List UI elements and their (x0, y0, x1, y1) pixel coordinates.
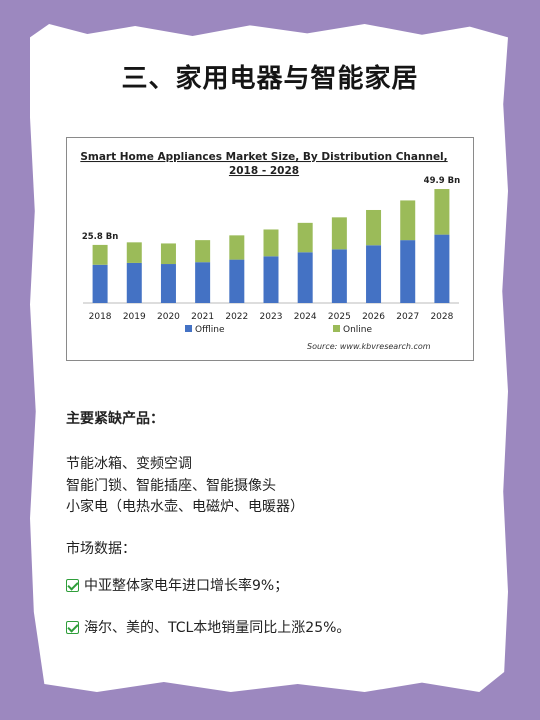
x-tick-label: 2018 (89, 312, 112, 322)
legend-label: Online (343, 325, 372, 335)
chart-legend: Offline Online (185, 325, 372, 335)
x-tick-label: 2022 (225, 312, 248, 322)
chart-canvas: Smart Home Appliances Market Size, By Di… (80, 151, 460, 351)
market-item: 中亚整体家电年进口增长率9%； (66, 575, 288, 595)
bar-online-2021 (195, 240, 211, 263)
market-heading: 市场数据： (66, 541, 136, 557)
bar-offline-2024 (297, 252, 313, 303)
chart-subtitle: 2018 - 2028 (229, 165, 299, 177)
data-labels: 25.8 Bn 49.9 Bn (82, 176, 460, 242)
product-line: 智能门锁、智能插座、智能摄像头 (66, 478, 276, 494)
legend-swatch-offline (185, 325, 192, 332)
bar-online-2019 (126, 242, 142, 263)
checkbox-checked-icon (66, 579, 79, 592)
bar-offline-2018 (92, 264, 108, 303)
bar-online-2028 (434, 189, 450, 235)
legend-swatch-online (333, 325, 340, 332)
bar-online-2022 (229, 235, 245, 260)
x-tick-labels: 2018 2019 2020 2021 2022 2023 2024 2025 2026 2027… (89, 312, 454, 322)
market-item-text: 海尔、美的、TCL本地销量同比上涨25%。 (84, 620, 351, 636)
checkbox-checked-icon (66, 621, 79, 634)
chart-title: Smart Home Appliances Market Size, By Di… (80, 151, 447, 163)
market-size-chart: Smart Home Appliances Market Size, By Di… (66, 137, 474, 361)
x-tick-label: 2020 (157, 312, 180, 322)
bar-online-2026 (366, 209, 382, 246)
bar-offline-2025 (331, 249, 347, 303)
data-label: 49.9 Bn (424, 176, 460, 186)
market-item-text: 中亚整体家电年进口增长率9%； (84, 578, 289, 594)
product-line: 节能冰箱、变频空调 (66, 456, 192, 472)
bar-offline-2023 (263, 256, 279, 303)
bar-offline-2021 (195, 262, 211, 303)
bar-online-2024 (297, 222, 313, 253)
x-tick-label: 2027 (396, 312, 419, 322)
x-tick-label: 2028 (430, 312, 453, 322)
data-label: 25.8 Bn (82, 232, 118, 242)
bar-online-2023 (263, 229, 279, 257)
bar-online-2027 (400, 200, 416, 241)
bar-online-2025 (331, 217, 347, 250)
bar-offline-2019 (126, 262, 142, 303)
x-tick-label: 2024 (294, 312, 317, 322)
page-title: 三、家用电器与智能家居 (121, 64, 419, 94)
x-tick-label: 2021 (191, 312, 214, 322)
bar-offline-2022 (229, 259, 245, 303)
x-tick-label: 2019 (123, 312, 146, 322)
product-line: 小家电（电热水壶、电磁炉、电暖器） (66, 499, 304, 515)
chart-source: Source: www.kbvresearch.com (307, 342, 431, 351)
bar-online-2018 (92, 244, 108, 265)
bar-offline-2028 (434, 234, 450, 303)
x-tick-label: 2026 (362, 312, 385, 322)
bar-offline-2027 (400, 240, 416, 303)
market-item: 海尔、美的、TCL本地销量同比上涨25%。 (66, 617, 350, 637)
bar-group (92, 189, 450, 303)
legend-label: Offline (195, 325, 225, 335)
bar-offline-2026 (366, 245, 382, 303)
section-heading: 主要紧缺产品： (66, 411, 164, 427)
x-tick-label: 2025 (328, 312, 351, 322)
x-tick-label: 2023 (260, 312, 283, 322)
bar-online-2020 (160, 243, 176, 265)
bar-offline-2020 (160, 264, 176, 303)
